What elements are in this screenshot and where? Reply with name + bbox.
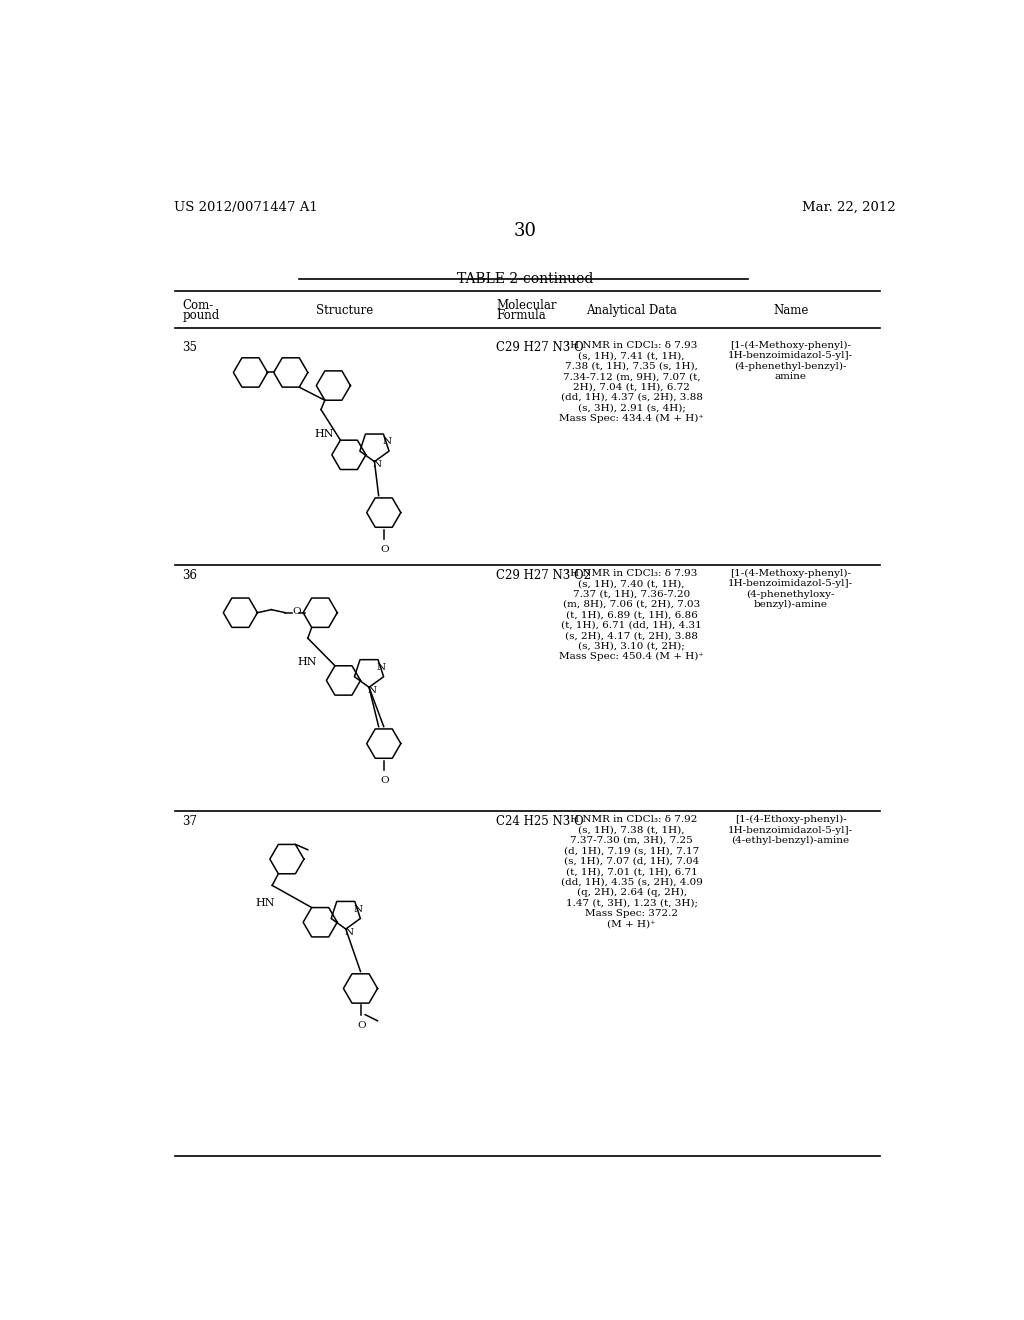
Text: [1-(4-Methoxy-phenyl)-
1H-benzoimidazol-5-yl]-
(4-phenethyloxy-
benzyl)-amine: [1-(4-Methoxy-phenyl)- 1H-benzoimidazol-… bbox=[728, 569, 853, 610]
Text: HN: HN bbox=[297, 657, 316, 668]
Text: [1-(4-Methoxy-phenyl)-
1H-benzoimidazol-5-yl]-
(4-phenethyl-benzyl)-
amine: [1-(4-Methoxy-phenyl)- 1H-benzoimidazol-… bbox=[728, 341, 853, 381]
Text: Formula: Formula bbox=[496, 309, 546, 322]
Text: Analytical Data: Analytical Data bbox=[587, 304, 677, 317]
Text: HN: HN bbox=[314, 429, 334, 440]
Text: 37: 37 bbox=[182, 816, 198, 828]
Text: N: N bbox=[368, 686, 377, 694]
Text: TABLE 2-continued: TABLE 2-continued bbox=[457, 272, 593, 286]
Text: HN: HN bbox=[256, 898, 275, 908]
Text: 30: 30 bbox=[513, 222, 537, 239]
Text: US 2012/0071447 A1: US 2012/0071447 A1 bbox=[174, 201, 318, 214]
Text: 35: 35 bbox=[182, 341, 198, 354]
Text: C29 H27 N3 O: C29 H27 N3 O bbox=[496, 341, 584, 354]
Text: N: N bbox=[353, 904, 362, 913]
Text: O: O bbox=[381, 545, 389, 554]
Text: ¹H NMR in CDCl₃: δ 7.92
(s, 1H), 7.38 (t, 1H),
7.37-7.30 (m, 3H), 7.25
(d, 1H), : ¹H NMR in CDCl₃: δ 7.92 (s, 1H), 7.38 (t… bbox=[561, 816, 702, 928]
Text: ¹H NMR in CDCl₃: δ 7.93
(s, 1H), 7.41 (t, 1H),
7.38 (t, 1H), 7.35 (s, 1H),
7.34-: ¹H NMR in CDCl₃: δ 7.93 (s, 1H), 7.41 (t… bbox=[559, 341, 705, 422]
Text: N: N bbox=[377, 663, 386, 672]
Text: O: O bbox=[292, 607, 301, 615]
Text: N: N bbox=[344, 928, 353, 937]
Text: O: O bbox=[357, 1020, 366, 1030]
Text: [1-(4-Ethoxy-phenyl)-
1H-benzoimidazol-5-yl]-
(4-ethyl-benzyl)-amine: [1-(4-Ethoxy-phenyl)- 1H-benzoimidazol-5… bbox=[728, 816, 853, 845]
Text: Name: Name bbox=[773, 304, 808, 317]
Text: 36: 36 bbox=[182, 569, 198, 582]
Text: O: O bbox=[381, 776, 389, 785]
Text: pound: pound bbox=[182, 309, 219, 322]
Text: Molecular: Molecular bbox=[496, 298, 557, 312]
Text: C24 H25 N3 O: C24 H25 N3 O bbox=[496, 816, 584, 828]
Text: N: N bbox=[373, 461, 382, 469]
Text: N: N bbox=[382, 437, 391, 446]
Text: Com-: Com- bbox=[182, 298, 213, 312]
Text: Mar. 22, 2012: Mar. 22, 2012 bbox=[802, 201, 896, 214]
Text: ¹H NMR in CDCl₃: δ 7.93
(s, 1H), 7.40 (t, 1H),
7.37 (t, 1H), 7.36-7.20
(m, 8H), : ¹H NMR in CDCl₃: δ 7.93 (s, 1H), 7.40 (t… bbox=[559, 569, 705, 661]
Text: Structure: Structure bbox=[316, 304, 374, 317]
Text: C29 H27 N3 O2: C29 H27 N3 O2 bbox=[496, 569, 591, 582]
